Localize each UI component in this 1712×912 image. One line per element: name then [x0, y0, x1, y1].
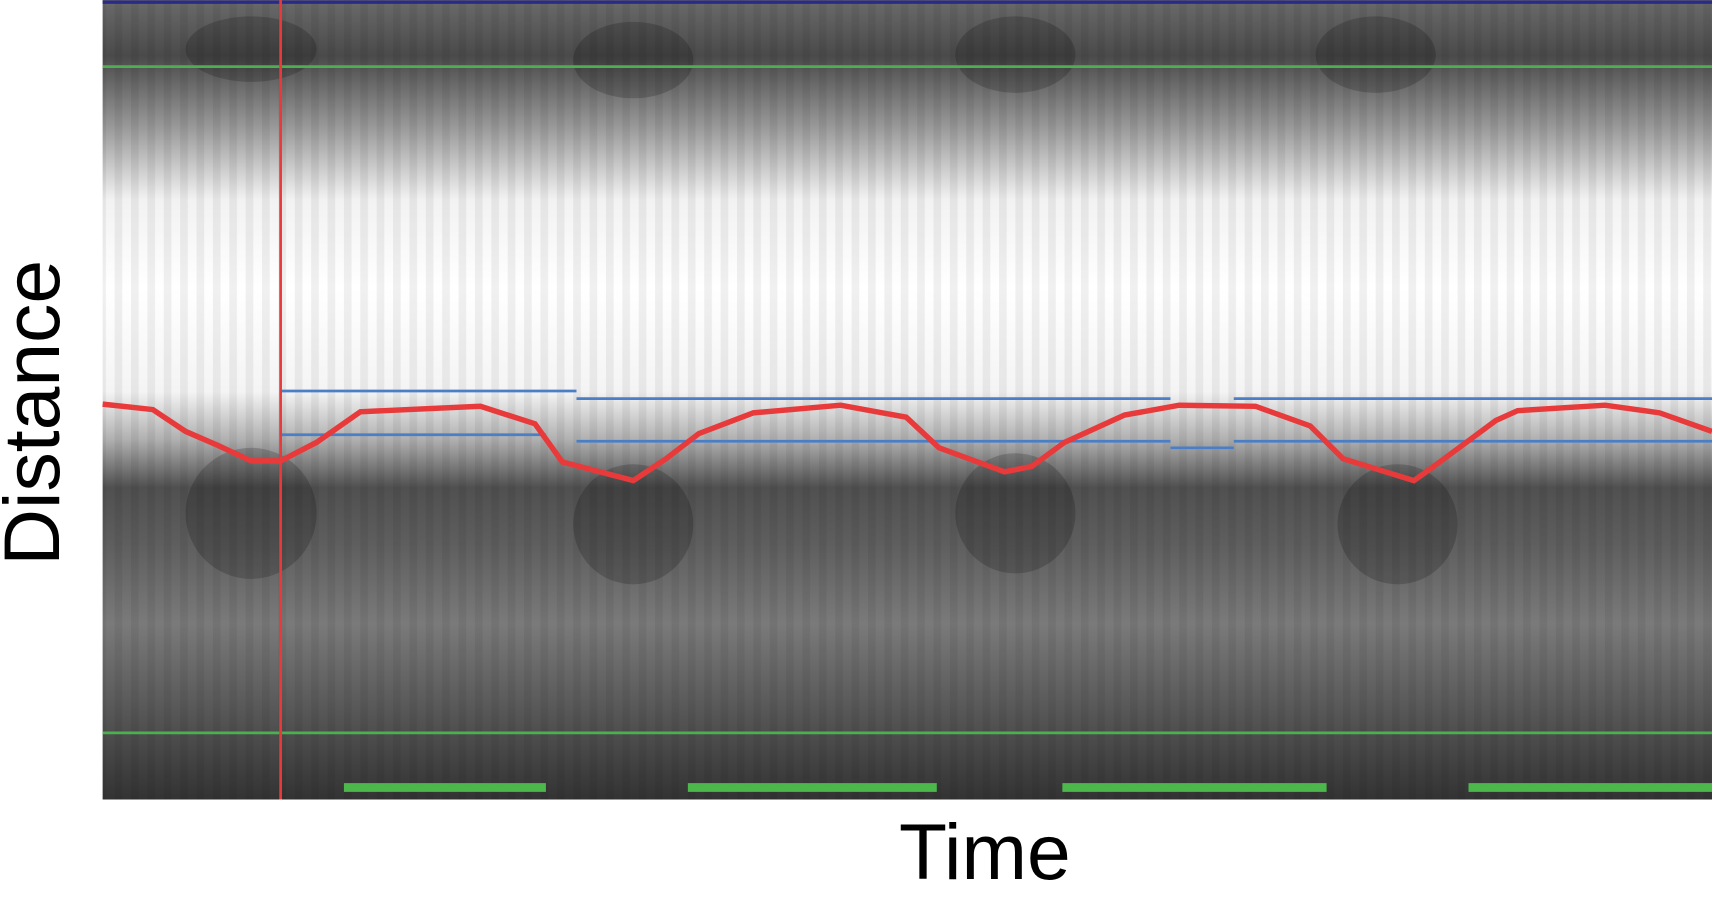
y-axis-label: Distance — [0, 260, 76, 566]
blue-boundaries — [280, 389, 1712, 450]
red-trace — [102, 401, 1712, 484]
x-axis-label: Time — [899, 808, 1071, 896]
